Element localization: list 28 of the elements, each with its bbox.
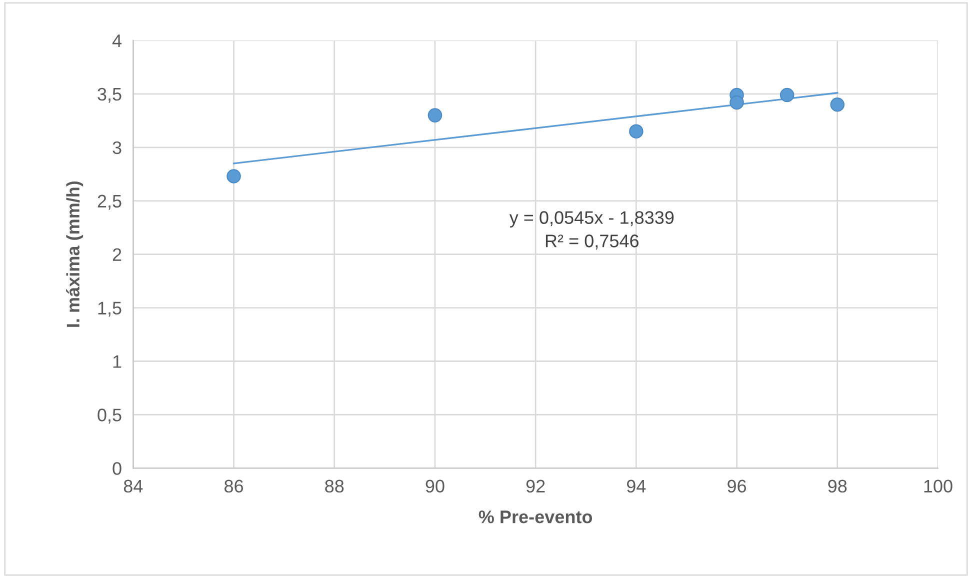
y-tick-label: 1,5 [98, 302, 122, 317]
y-axis-title: I. máxima (mm/h) [66, 181, 84, 327]
y-tick-label: 3 [112, 141, 122, 154]
point [226, 169, 241, 184]
annotation: R² = 0,7546 [546, 234, 639, 250]
x-tick-label: 88 [325, 480, 344, 493]
point [830, 97, 845, 112]
point [629, 124, 644, 138]
x-tick-label: 86 [224, 480, 244, 493]
y-tick-label: 3,5 [98, 88, 122, 103]
y-tick-label: 0,5 [98, 408, 122, 424]
x-tick-label: 94 [626, 480, 646, 493]
annotation: y = 0,0545x - 1,8339 [509, 211, 674, 228]
x-tick-label: 100 [924, 480, 952, 493]
y-tick-label: 4 [112, 34, 122, 47]
x-tick-label: 92 [526, 480, 545, 493]
x-tick-label: 96 [728, 480, 746, 493]
point [730, 95, 744, 110]
x-tick-label: 90 [426, 480, 444, 493]
y-tick-label: 2,5 [98, 194, 122, 210]
point [428, 108, 442, 122]
y-tick-label: 2 [112, 248, 122, 261]
x-tick-label: 98 [828, 480, 847, 493]
y-tick-label: 1 [113, 355, 122, 368]
point [780, 88, 794, 102]
x-tick-label: 84 [124, 480, 143, 493]
x-axis-title: % Pre-evento [478, 510, 592, 524]
y-tick-label: 0 [112, 462, 122, 475]
